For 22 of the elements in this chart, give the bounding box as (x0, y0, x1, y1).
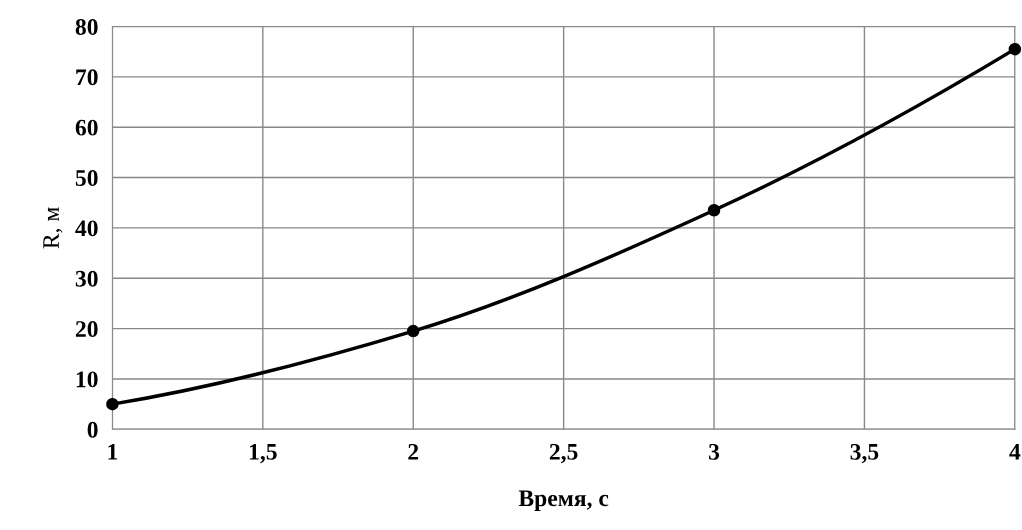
y-axis-title: R, м (43, 207, 63, 249)
y-tick-label: 80 (75, 18, 98, 35)
y-tick-label: 50 (75, 170, 98, 186)
x-axis-title: Время, с (518, 490, 609, 512)
y-tick-label: 30 (75, 270, 98, 287)
point (106, 397, 119, 411)
x-tick-label: 1,5 (249, 443, 277, 464)
y-tick-label: 20 (75, 321, 98, 338)
x-tick-label: 1 (108, 443, 118, 460)
x-tick-label: 3,5 (850, 443, 879, 464)
y-tick-label: 10 (76, 371, 98, 388)
point (707, 204, 721, 217)
y-tick-label: 40 (75, 220, 98, 237)
x-tick-label: 2 (408, 443, 419, 460)
y-tick-label: 0 (87, 421, 98, 438)
point (406, 324, 420, 338)
y-tick-label: 60 (75, 119, 98, 136)
x-tick-label: 3 (709, 443, 720, 460)
point (1008, 42, 1022, 56)
x-tick-label: 4 (1009, 444, 1021, 460)
x-tick-label: 2,5 (549, 443, 578, 464)
y-tick-label: 70 (76, 69, 98, 86)
